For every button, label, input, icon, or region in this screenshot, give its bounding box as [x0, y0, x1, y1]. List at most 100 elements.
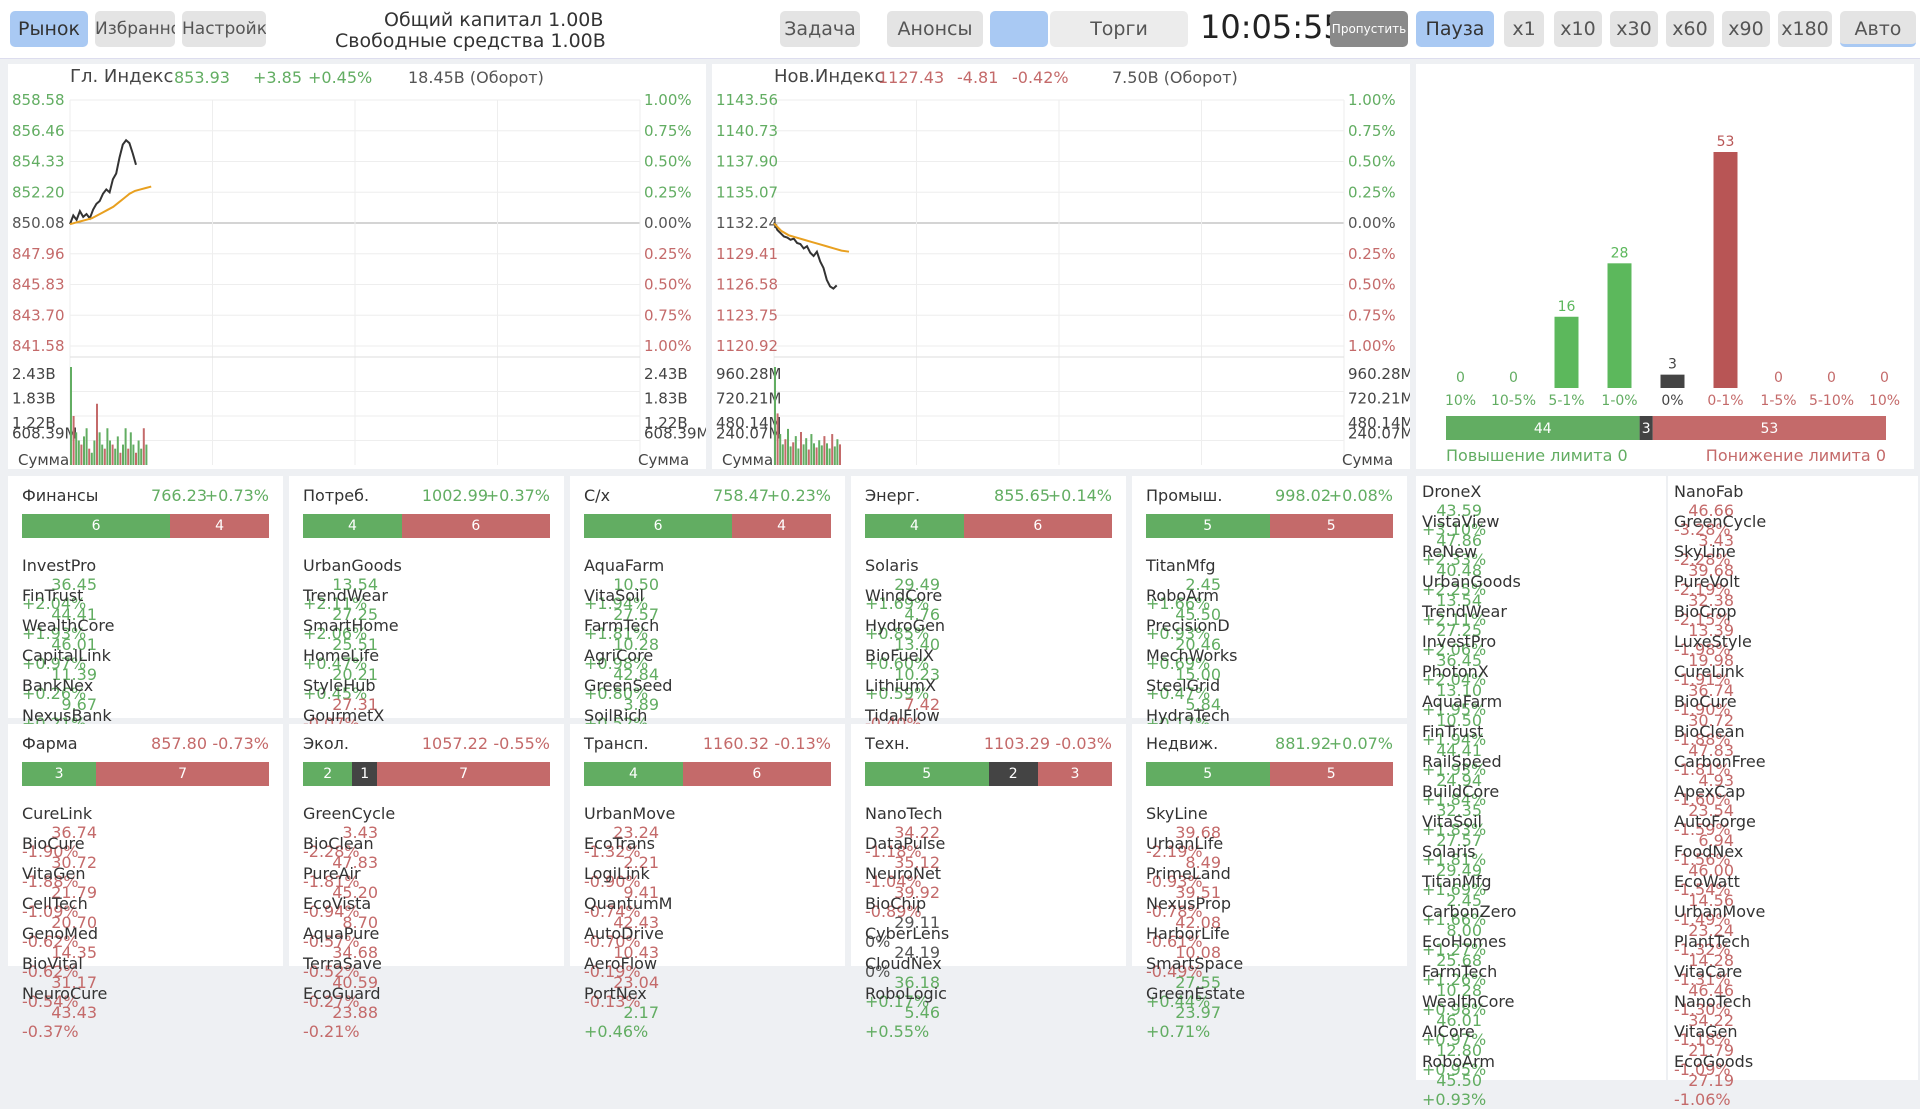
stock-row[interactable]: HomeLife 20.21 +0.45%: [303, 646, 550, 703]
mover-row[interactable]: NanoTech 34.22 -1.18%: [1674, 992, 1912, 1049]
stock-row[interactable]: PrecisionD 20.46 +0.69%: [1146, 616, 1393, 673]
mover-row[interactable]: AutoForge 6.94 -1.56%: [1674, 812, 1912, 869]
stock-row[interactable]: BioVital 31.17 -0.54%: [22, 954, 269, 1011]
sector-card[interactable]: Экол. 1057.22 -0.55% 2 1 7 GreenCycle 3.43 -2.28…: [289, 724, 564, 1041]
mover-row[interactable]: FarmTech 10.28 +0.98%: [1422, 962, 1660, 1019]
mover-row[interactable]: BioCure 30.72 -1.88%: [1674, 692, 1912, 749]
stock-row[interactable]: TrendWear 27.25 +2.06%: [303, 586, 550, 643]
mover-row[interactable]: EcoGoods 27.19 -1.06%: [1674, 1052, 1912, 1109]
mover-row[interactable]: AICore 12.80 +0.95%: [1422, 1022, 1660, 1079]
mover-row[interactable]: BuildCore 32.35 +1.83%: [1422, 782, 1660, 839]
tab-market[interactable]: Рынок: [10, 11, 88, 47]
mover-row[interactable]: SkyLine 39.68 -2.19%: [1674, 542, 1912, 599]
stock-row[interactable]: UrbanGoods 13.54 +2.11%: [303, 556, 550, 613]
sector-card[interactable]: Потреб. 1002.99 +0.37% 4 6 UrbanGoods 13.54 +2.…: [289, 476, 564, 793]
mover-row[interactable]: PhotonX 13.10 +1.95%: [1422, 662, 1660, 719]
stock-row[interactable]: UrbanLife 8.49 -0.93%: [1146, 834, 1393, 891]
stock-row[interactable]: EcoGuard 23.88 -0.21%: [303, 984, 550, 1041]
speed-x10-button[interactable]: x10: [1554, 11, 1602, 47]
stock-row[interactable]: RoboLogic 5.46 +0.55%: [865, 984, 1112, 1041]
mover-row[interactable]: GreenCycle 3.43 -2.28%: [1674, 512, 1912, 569]
stock-row[interactable]: AeroFlow 23.04 -0.13%: [584, 954, 831, 1011]
mover-row[interactable]: RailSpeed 24.94 +1.84%: [1422, 752, 1660, 809]
stock-row[interactable]: EcoVista 8.70 -0.57%: [303, 894, 550, 951]
stock-row[interactable]: QuantumM 42.43 -0.70%: [584, 894, 831, 951]
stock-row[interactable]: BioFuelX 10.23 +0.59%: [865, 646, 1112, 703]
stock-row[interactable]: LogiLink 9.41 -0.74%: [584, 864, 831, 921]
pause-button[interactable]: Пауза: [1416, 11, 1494, 47]
tab-favorites[interactable]: Избранное: [95, 11, 175, 47]
sector-card[interactable]: Фарма 857.80 -0.73% 3 7 CureLink 36.74 -1.90% Bi…: [8, 724, 283, 1041]
mover-row[interactable]: AquaFarm 10.50 +1.94%: [1422, 692, 1660, 749]
sector-card[interactable]: Недвиж. 881.92 +0.07% 5 5 SkyLine 39.68 -2.19% U…: [1132, 724, 1407, 1041]
mover-row[interactable]: CarbonZero 8.00 +1.27%: [1422, 902, 1660, 959]
stock-row[interactable]: Solaris 29.49 +1.69%: [865, 556, 1112, 613]
speed-x90-button[interactable]: x90: [1722, 11, 1770, 47]
stock-row[interactable]: HydroGen 13.40 +0.60%: [865, 616, 1112, 673]
stock-row[interactable]: CapitalLink 11.39 +0.26%: [22, 646, 269, 703]
stock-row[interactable]: FinTrust 44.41 +1.93%: [22, 586, 269, 643]
skip-button[interactable]: Пропустить: [1330, 11, 1408, 47]
stock-row[interactable]: HarborLife 10.08 -0.49%: [1146, 924, 1393, 981]
auto-button[interactable]: Авто: [1840, 11, 1916, 47]
stock-row[interactable]: NeuroCure 43.43 -0.37%: [22, 984, 269, 1041]
mover-row[interactable]: UrbanMove 23.24 -1.32%: [1674, 902, 1912, 959]
mover-row[interactable]: FoodNex 46.00 -1.54%: [1674, 842, 1912, 899]
mover-row[interactable]: VitaSoil 27.57 +1.81%: [1422, 812, 1660, 869]
mover-row[interactable]: DroneX 43.59 +3.10%: [1422, 482, 1660, 539]
mover-row[interactable]: EcoWatt 14.56 -1.49%: [1674, 872, 1912, 929]
stock-row[interactable]: PrimeLand 39.51 -0.78%: [1146, 864, 1393, 921]
mover-row[interactable]: ReNew 40.48 +2.25%: [1422, 542, 1660, 599]
stock-row[interactable]: RoboArm 45.50 +0.93%: [1146, 586, 1393, 643]
stock-row[interactable]: CellTech 20.70 -0.62%: [22, 894, 269, 951]
stock-row[interactable]: BioCure 30.72 -1.88%: [22, 834, 269, 891]
speed-x180-button[interactable]: x180: [1778, 11, 1832, 47]
mover-row[interactable]: FinTrust 44.41 +1.93%: [1422, 722, 1660, 779]
mover-row[interactable]: BioCrop 13.39 -1.98%: [1674, 602, 1912, 659]
stock-row[interactable]: CloudNex 36.18 +0.17%: [865, 954, 1112, 1011]
stock-row[interactable]: TitanMfg 2.45 +1.66%: [1146, 556, 1393, 613]
sector-card[interactable]: С/х 758.47 +0.23% 6 4 AquaFarm 10.50 +1.94% Vita…: [570, 476, 845, 793]
sector-card[interactable]: Трансп. 1160.32 -0.13% 4 6 UrbanMove 23.24 -1.3…: [570, 724, 845, 1041]
stock-row[interactable]: EcoTrans 2.21 -0.90%: [584, 834, 831, 891]
stock-row[interactable]: SmartSpace 27.55 +0.44%: [1146, 954, 1393, 1011]
stock-row[interactable]: MechWorks 15.00 +0.47%: [1146, 646, 1393, 703]
stock-row[interactable]: AgriCore 42.84 +0.80%: [584, 646, 831, 703]
mover-row[interactable]: PlantTech 14.28 -1.31%: [1674, 932, 1912, 989]
stock-row[interactable]: BioClean 47.83 -1.81%: [303, 834, 550, 891]
stock-row[interactable]: InvestPro 36.45 +2.04%: [22, 556, 269, 613]
mover-row[interactable]: ApexCap 23.54 -1.59%: [1674, 782, 1912, 839]
stock-row[interactable]: PureAir 45.20 -0.94%: [303, 864, 550, 921]
mover-row[interactable]: BioClean 47.83 -1.81%: [1674, 722, 1912, 779]
speed-x60-button[interactable]: x60: [1666, 11, 1714, 47]
mover-row[interactable]: TrendWear 27.25 +2.06%: [1422, 602, 1660, 659]
speed-x30-button[interactable]: x30: [1610, 11, 1658, 47]
stock-row[interactable]: FarmTech 10.28 +0.98%: [584, 616, 831, 673]
stock-row[interactable]: GenoMed 14.35 -0.62%: [22, 924, 269, 981]
trade-toggle[interactable]: [990, 11, 1048, 47]
mover-row[interactable]: VistaView 47.86 +2.33%: [1422, 512, 1660, 569]
stock-row[interactable]: WindCore 4.76 +0.85%: [865, 586, 1112, 643]
sector-card[interactable]: Энерг. 855.65 +0.14% 4 6 Solaris 29.49 +1.69% Wi…: [851, 476, 1126, 793]
stock-row[interactable]: GreenCycle 3.43 -2.28%: [303, 804, 550, 861]
stock-row[interactable]: NanoTech 34.22 -1.18%: [865, 804, 1112, 861]
stock-row[interactable]: NexusProp 42.08 -0.61%: [1146, 894, 1393, 951]
stock-row[interactable]: UrbanMove 23.24 -1.32%: [584, 804, 831, 861]
stock-row[interactable]: NeuroNet 39.92 -0.89%: [865, 864, 1112, 921]
mover-row[interactable]: LuxeStyle 19.98 -1.91%: [1674, 632, 1912, 689]
stock-row[interactable]: PortNex 2.17 +0.46%: [584, 984, 831, 1041]
mover-row[interactable]: RoboArm 45.50 +0.93%: [1422, 1052, 1660, 1109]
mover-row[interactable]: VitaGen 21.79 -1.09%: [1674, 1022, 1912, 1079]
task-button[interactable]: Задача: [780, 11, 860, 47]
mover-row[interactable]: PureVolt 32.38 -2.15%: [1674, 572, 1912, 629]
mover-row[interactable]: InvestPro 36.45 +2.04%: [1422, 632, 1660, 689]
mover-row[interactable]: EcoHomes 25.68 +1.26%: [1422, 932, 1660, 989]
mover-row[interactable]: VitaCare 46.46 -1.30%: [1674, 962, 1912, 1019]
stock-row[interactable]: AutoDrive 10.43 -0.19%: [584, 924, 831, 981]
stock-row[interactable]: TerraSave 40.59 -0.27%: [303, 954, 550, 1011]
mover-row[interactable]: TitanMfg 2.45 +1.66%: [1422, 872, 1660, 929]
stock-row[interactable]: AquaPure 34.68 -0.52%: [303, 924, 550, 981]
stock-row[interactable]: CyberLens 24.19 0%: [865, 924, 1112, 981]
